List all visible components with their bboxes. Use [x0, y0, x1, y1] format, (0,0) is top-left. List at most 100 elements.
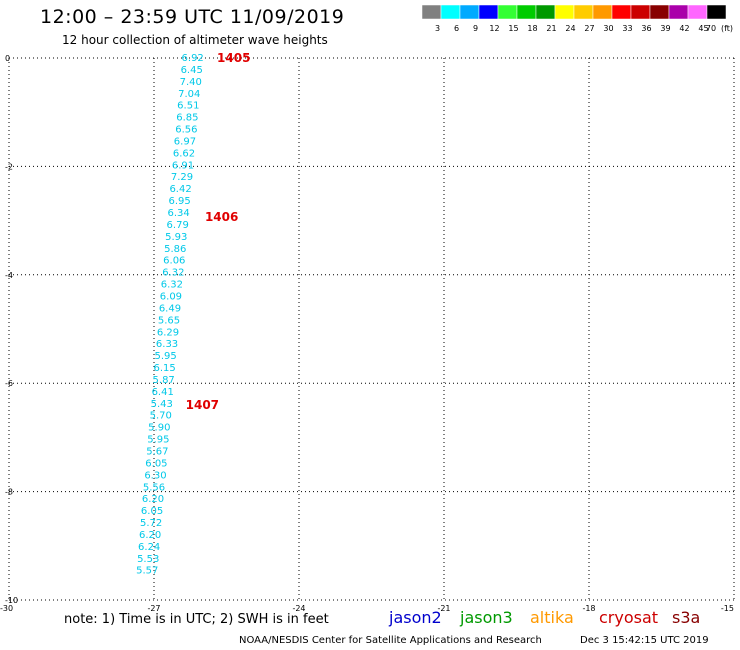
color-key-label: 36 [641, 24, 651, 33]
color-key-swatch [687, 4, 708, 20]
color-key-label: 9 [473, 24, 478, 33]
color-key-swatch [421, 4, 442, 20]
chart-subtitle: 12 hour collection of altimeter wave hei… [62, 33, 328, 47]
swh-value: 6.24 [138, 542, 160, 553]
swh-value: 6.30 [144, 470, 166, 481]
color-key-label: 6 [454, 24, 459, 33]
color-key-swatch [516, 4, 537, 20]
swh-value: 5.87 [153, 375, 175, 386]
swh-value: 6.32 [161, 280, 183, 291]
swh-value: 6.51 [177, 101, 199, 112]
swh-value: 5.53 [137, 554, 159, 565]
swh-value: 5.43 [151, 399, 173, 410]
swh-value: 6.95 [168, 196, 190, 207]
swh-value: 6.62 [173, 148, 195, 159]
satellite-jason3: jason3 [460, 608, 513, 627]
swh-value: 5.72 [140, 518, 162, 529]
swh-value: 6.33 [156, 339, 178, 350]
swh-value: 6.15 [154, 363, 176, 374]
swh-value: 5.95 [154, 351, 176, 362]
color-key-swatch [668, 4, 689, 20]
swh-value: 6.20 [139, 530, 161, 541]
color-key-label: 27 [584, 24, 594, 33]
swh-value: 6.41 [152, 387, 174, 398]
color-key-label: 12 [489, 24, 499, 33]
color-key-swatch [459, 4, 480, 20]
pass-labels: 1405 1406 1407 [186, 51, 251, 412]
plot-grid [8, 57, 735, 601]
x-tick-label: -30 [0, 604, 13, 613]
satellite-jason2: jason2 [389, 608, 442, 627]
y-tick-label: -4 [5, 271, 13, 280]
color-key-label: 15 [508, 24, 518, 33]
color-key-label: 21 [546, 24, 556, 33]
x-tick-label: -21 [437, 604, 450, 613]
color-key-label: 45 [698, 24, 708, 33]
swh-value: 6.49 [159, 303, 181, 314]
x-tick-label: -27 [147, 604, 160, 613]
color-key-label: 33 [622, 24, 632, 33]
note-text: note: 1) Time is in UTC; 2) SWH is in fe… [64, 612, 329, 627]
swh-value: 5.67 [146, 446, 168, 457]
satellite-altika: altika [530, 608, 574, 627]
color-key-label: 24 [565, 24, 575, 33]
y-tick-label: 0 [5, 54, 10, 63]
color-key-label: 18 [527, 24, 537, 33]
x-tick-label: -18 [582, 604, 595, 613]
swh-points: 6.926.457.407.046.516.856.566.976.626.91… [136, 53, 204, 577]
color-key-label: 42 [679, 24, 689, 33]
swh-value: 5.90 [148, 423, 170, 434]
swh-value: 6.05 [141, 506, 163, 517]
color-key-swatch [535, 4, 556, 20]
color-key-label: 70 [706, 24, 716, 33]
swh-value: 6.09 [160, 291, 182, 302]
swh-value: 6.92 [182, 53, 204, 64]
color-key-label: 30 [603, 24, 613, 33]
swh-value: 5.95 [147, 435, 169, 446]
swh-value: 6.42 [169, 184, 191, 195]
swh-value: 5.70 [150, 411, 172, 422]
axis-ticks: -30 -27 -24 -21 -18 -15 0 -2 -4 -6 -8 -10 [0, 54, 734, 613]
color-key-swatch [611, 4, 632, 20]
color-key-unit: (ft) [721, 24, 733, 33]
color-key-label: 39 [660, 24, 670, 33]
footer-timestamp: Dec 3 15:42:15 UTC 2019 [580, 635, 709, 646]
y-tick-label: -8 [5, 488, 13, 497]
swh-value: 6.97 [174, 136, 196, 147]
color-key-swatch [573, 4, 594, 20]
swh-value: 6.05 [145, 458, 167, 469]
swh-value: 6.06 [163, 256, 185, 267]
swh-value: 6.29 [157, 327, 179, 338]
swh-value: 6.56 [175, 125, 197, 136]
swh-value: 7.40 [180, 77, 202, 88]
swh-value: 6.79 [167, 220, 189, 231]
swh-value: 6.32 [162, 268, 184, 279]
color-key-swatch [649, 4, 670, 20]
color-key-swatch [554, 4, 575, 20]
swh-value: 6.45 [181, 65, 203, 76]
swh-value: 6.91 [172, 160, 194, 171]
swh-value: 6.85 [176, 113, 198, 124]
swh-value: 5.57 [136, 566, 158, 577]
swh-value: 5.65 [158, 315, 180, 326]
y-tick-label: -2 [5, 162, 13, 171]
color-key-swatch [630, 4, 651, 20]
x-tick-label: -24 [292, 604, 305, 613]
color-key-label: 3 [435, 24, 440, 33]
swh-value: 5.93 [165, 232, 187, 243]
satellite-cryosat: cryosat [599, 608, 659, 627]
pass-number: 1405 [217, 51, 250, 65]
color-key-swatch [478, 4, 499, 20]
color-key-swatch [440, 4, 461, 20]
swh-value: 7.29 [171, 172, 193, 183]
y-tick-label: -6 [5, 379, 13, 388]
swh-value: 5.56 [143, 482, 165, 493]
swh-value: 6.34 [168, 208, 190, 219]
pass-number: 1406 [205, 210, 238, 224]
color-key-swatch [592, 4, 613, 20]
swh-value: 7.04 [178, 89, 200, 100]
color-key-swatch [706, 4, 727, 20]
swh-value: 6.20 [142, 494, 164, 505]
